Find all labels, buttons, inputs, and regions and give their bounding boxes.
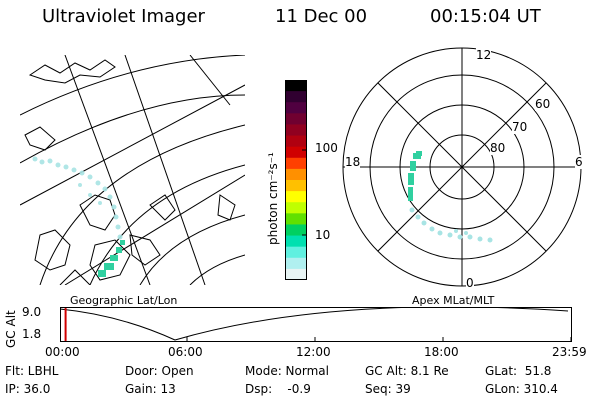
colorbar-strip	[285, 113, 307, 125]
filter-value: Flt: LBHL	[5, 364, 59, 378]
mode-value: Mode: Normal	[245, 364, 329, 378]
mlat-label-80: 80	[490, 141, 506, 155]
colorbar-strip	[285, 124, 307, 137]
app-title: Ultraviolet Imager	[42, 6, 205, 27]
gain-value: Gain: 13	[125, 382, 176, 396]
colorbar-strip	[285, 91, 307, 103]
colorbar-strip	[285, 80, 307, 92]
geographic-panel-label: Geographic Lat/Lon	[70, 294, 178, 307]
ip-value: IP: 36.0	[5, 382, 51, 396]
header-time: 00:15:04 UT	[430, 6, 541, 27]
colorbar-strip	[285, 157, 307, 170]
orbit-altitude-timeline[interactable]	[60, 307, 572, 343]
door-status: Door: Open	[125, 364, 194, 378]
colorbar-strip	[285, 235, 307, 248]
color-bar	[285, 80, 307, 280]
colorbar-strip	[285, 224, 307, 237]
mlt-label-12: 12	[476, 48, 492, 62]
timeline-y-tick-max: 9.0	[22, 305, 42, 319]
sequence-value: Seq: 39	[365, 382, 411, 396]
colorbar-strip	[285, 146, 307, 159]
mlat-label-70: 70	[512, 120, 528, 134]
glat-value: GLat: 51.8	[485, 364, 552, 378]
mlt-label-0: 0	[466, 276, 474, 290]
timeline-x-tick-1800: 18:00	[424, 345, 459, 359]
timeline-x-tick-2359: 23:59	[552, 345, 587, 359]
mlat-mlt-polar-plot	[342, 47, 582, 287]
colorbar-strip	[285, 102, 307, 114]
colorbar-strip	[285, 246, 307, 259]
timeline-x-tick-0000: 00:00	[45, 345, 80, 359]
colorbar-tick-100: 100	[315, 141, 338, 155]
header-date: 11 Dec 00	[275, 6, 368, 27]
colorbar-strip	[285, 213, 307, 225]
glon-value: GLon: 310.4	[485, 382, 558, 396]
colorbar-tick-10: 10	[315, 228, 331, 242]
colorbar-strip	[285, 268, 307, 280]
colorbar-strip	[285, 168, 307, 181]
timeline-x-tick-1200: 12:00	[296, 345, 331, 359]
timeline-axis-label: GC Alt	[4, 310, 18, 348]
mlat-label-60: 60	[535, 97, 551, 111]
gc-alt-value: GC Alt: 8.1 Re	[365, 364, 449, 378]
dsp-value: Dsp: -0.9	[245, 382, 311, 396]
colorbar-strip	[285, 202, 307, 214]
magnetic-panel-label: Apex MLat/MLT	[412, 294, 495, 307]
timeline-y-tick-min: 1.8	[22, 327, 42, 341]
mlt-label-6: 6	[575, 155, 583, 169]
colorbar-strip	[285, 180, 307, 192]
timeline-x-tick-0600: 06:00	[168, 345, 203, 359]
colorbar-strip	[285, 191, 307, 203]
colorbar-strip	[285, 257, 307, 270]
mlt-label-18: 18	[345, 155, 361, 169]
geographic-map	[20, 55, 245, 285]
colorbar-strip	[285, 135, 307, 148]
colorbar-unit-label: photon cm⁻²s⁻¹	[266, 152, 280, 245]
